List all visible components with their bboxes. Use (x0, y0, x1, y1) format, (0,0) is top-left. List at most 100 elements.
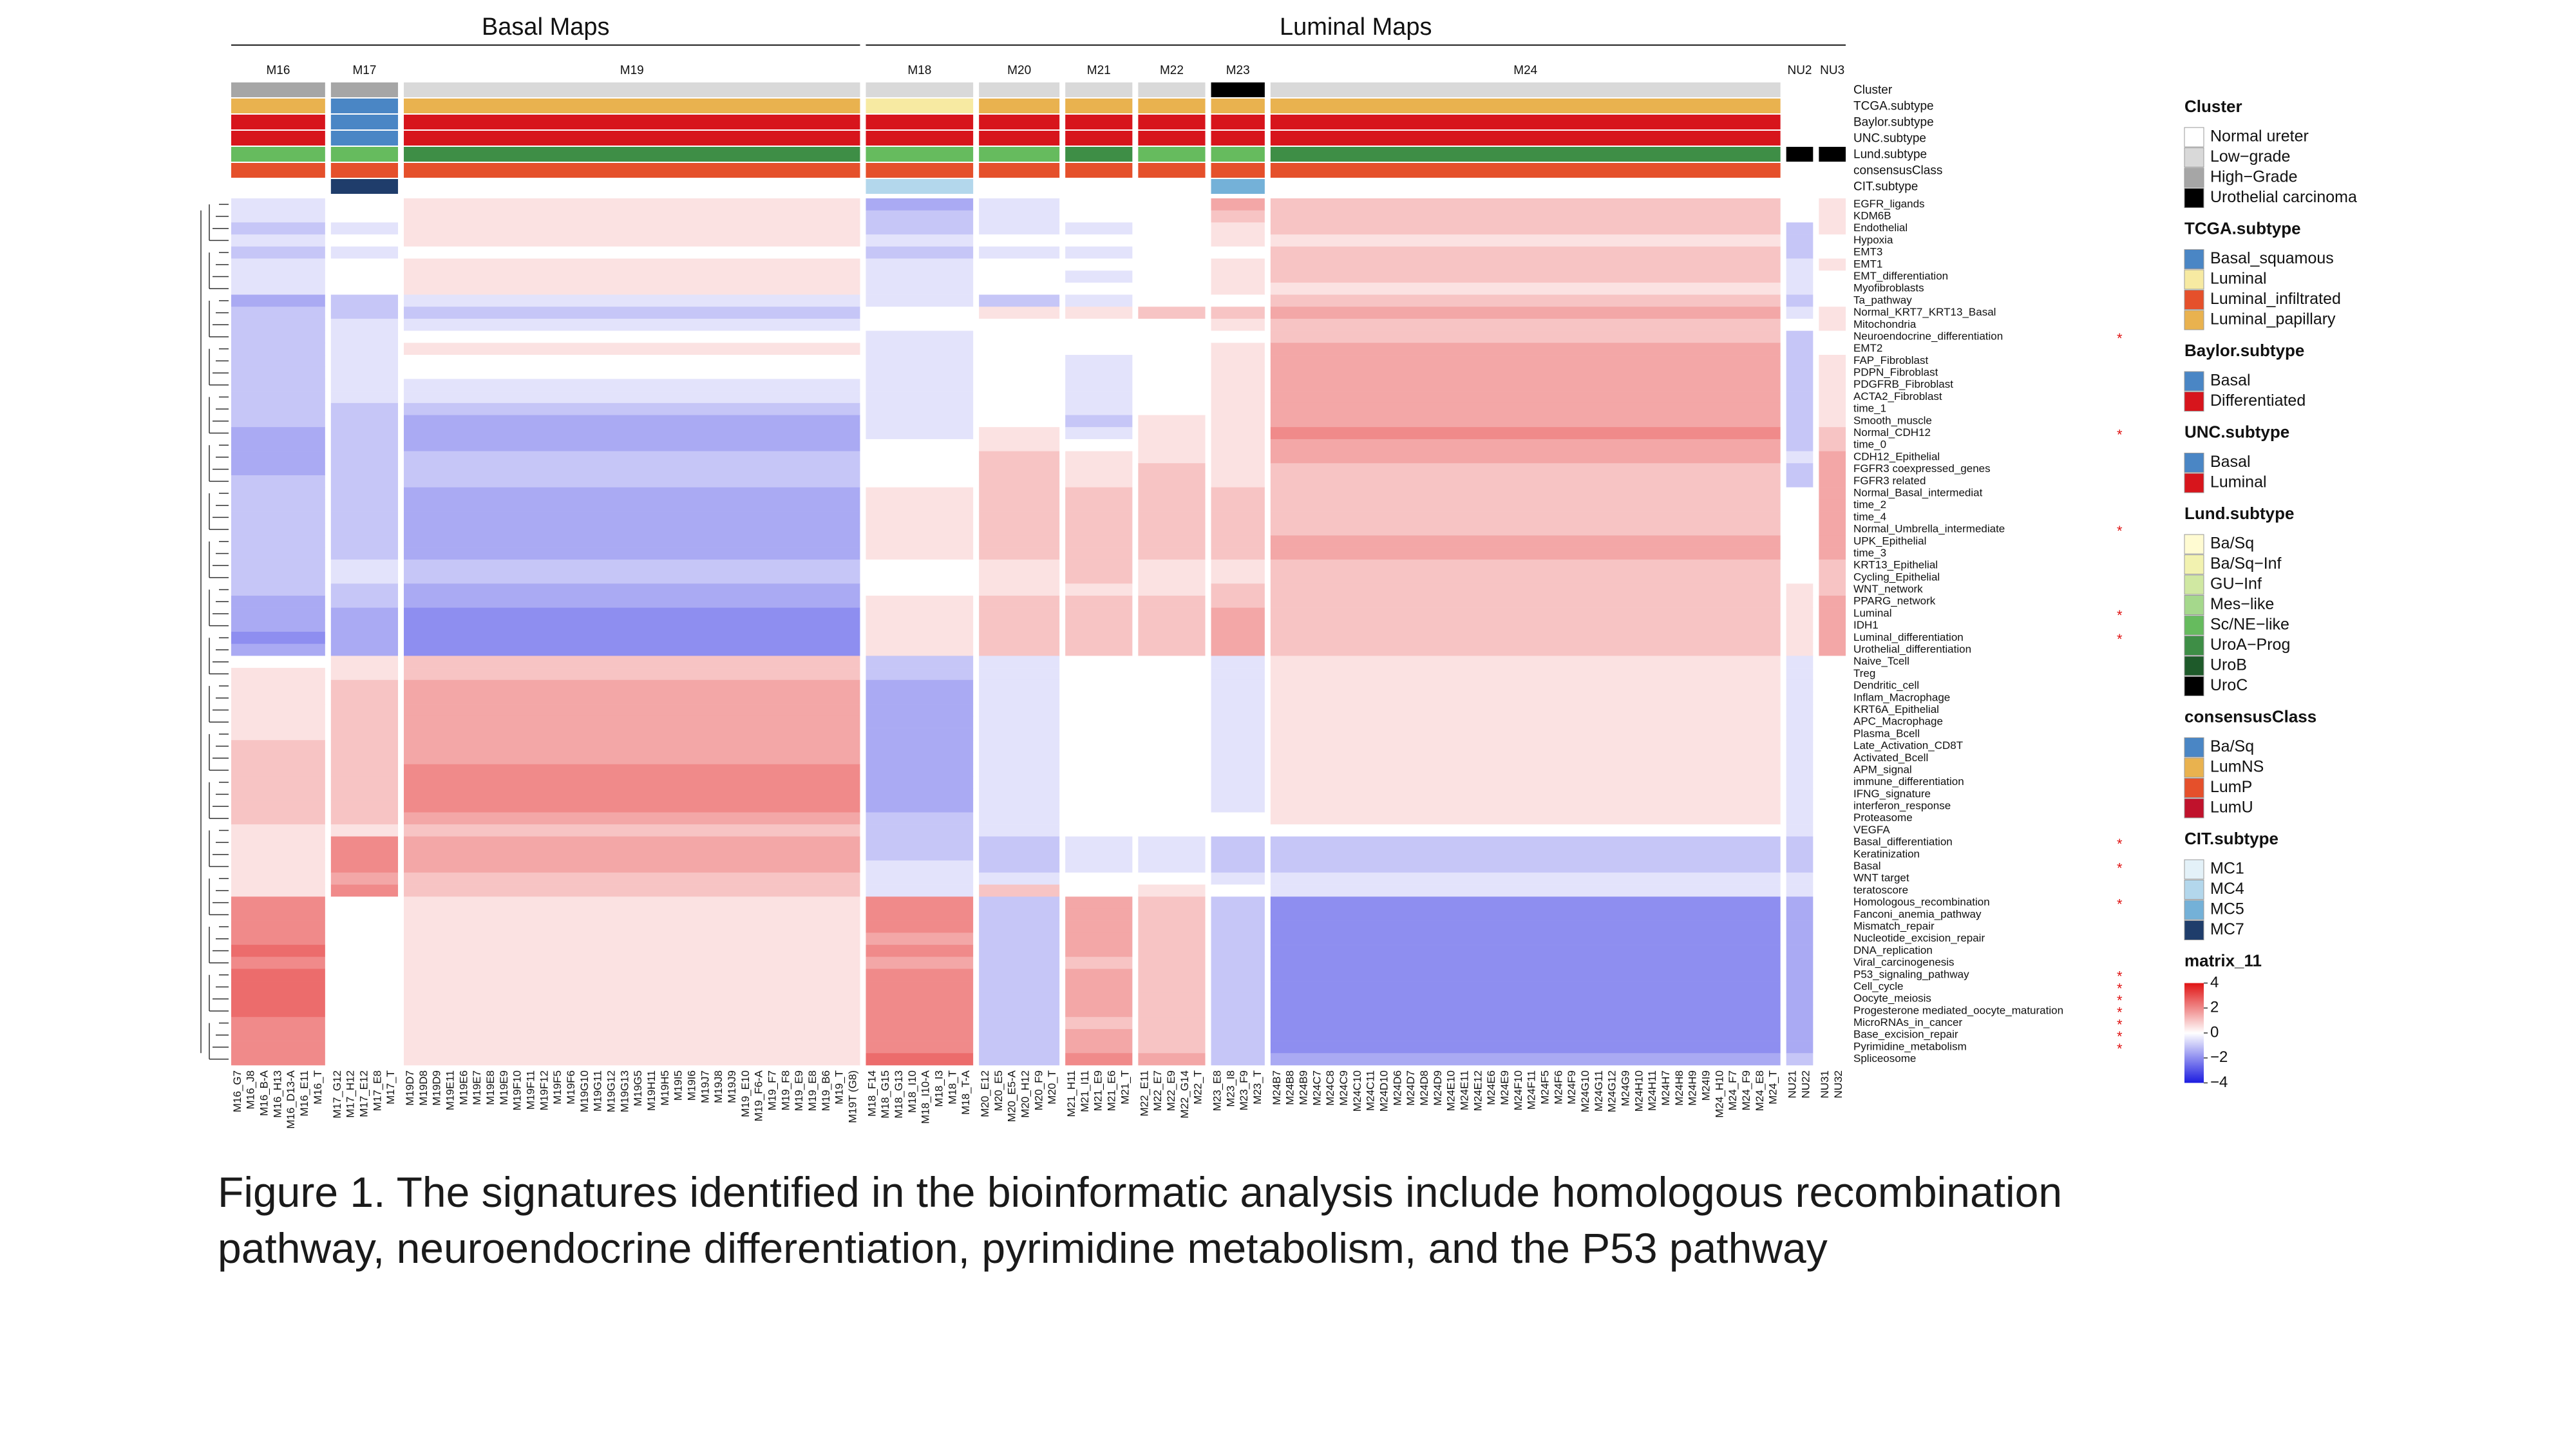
heat-cell (1819, 475, 1846, 488)
heat-cell (231, 920, 325, 933)
annotation-cell (1270, 99, 1781, 113)
heat-cell (330, 559, 399, 572)
legend-label: UroB (2210, 656, 2247, 674)
heat-cell (1211, 210, 1265, 223)
heat-cell (330, 270, 399, 283)
row-label: PDGFRB_Fibroblast (1853, 378, 1953, 390)
heat-cell (1138, 318, 1206, 331)
heat-cell (404, 487, 860, 500)
column-label: M19_F8 (779, 1070, 791, 1110)
heat-cell (979, 258, 1060, 271)
heat-cell (1819, 920, 1846, 933)
heat-cell (330, 366, 399, 379)
heat-cell (1065, 752, 1133, 764)
heat-cell (1065, 282, 1133, 295)
heat-cell (1819, 848, 1846, 861)
heat-cell (1270, 836, 1781, 849)
legend-label: Urothelial carcinoma (2210, 188, 2357, 206)
heat-cell (866, 764, 974, 777)
heat-cell (404, 547, 860, 560)
heat-cell (979, 956, 1060, 969)
legend-label: MC5 (2210, 900, 2244, 918)
annotation-cell (404, 147, 860, 162)
heat-cell (1211, 343, 1265, 355)
heat-cell (1270, 282, 1781, 295)
heat-cell (231, 884, 325, 897)
heat-cell (404, 969, 860, 981)
heat-cell (1211, 933, 1265, 945)
heat-cell (866, 728, 974, 741)
heat-cell (866, 595, 974, 608)
color-bar-label: 4 (2210, 974, 2219, 991)
heat-cell (979, 307, 1060, 319)
heat-cell (231, 740, 325, 753)
heat-cell (1270, 571, 1781, 584)
heat-cell (231, 270, 325, 283)
heat-cell (1065, 198, 1133, 211)
heat-cell (1211, 475, 1265, 488)
heat-cell (231, 234, 325, 247)
heat-cell (1786, 523, 1814, 536)
heat-cell (330, 981, 399, 994)
heat-cell (866, 632, 974, 644)
column-label: M24D8 (1418, 1070, 1430, 1106)
column-label: M19F12 (538, 1070, 550, 1110)
heat-cell (1065, 439, 1133, 451)
heat-cell (404, 908, 860, 921)
heat-cell (979, 318, 1060, 331)
group-label: M20 (1007, 64, 1031, 77)
legend-swatch (2184, 798, 2204, 819)
row-label: teratoscore (1853, 884, 1908, 896)
annotation-cell (1819, 82, 1846, 97)
legend-swatch (2184, 534, 2204, 554)
annotation-cell (231, 82, 325, 97)
row-label: Smooth_muscle (1853, 414, 1932, 426)
heat-cell (231, 511, 325, 524)
heat-cell (1211, 1017, 1265, 1030)
heat-cell (1138, 933, 1206, 945)
heat-cell (1065, 956, 1133, 969)
heat-cell (1786, 595, 1814, 608)
heat-cell (1065, 776, 1133, 789)
row-label: Late_Activation_CD8T (1853, 739, 1963, 752)
heat-cell (330, 776, 399, 789)
group-label: M16 (266, 64, 290, 77)
row-label: Myofibroblasts (1853, 282, 1924, 294)
heat-cell (1819, 318, 1846, 331)
heat-cell (1211, 402, 1265, 415)
column-label: M21_E6 (1106, 1070, 1118, 1111)
heat-cell (979, 222, 1060, 235)
heat-cell (1138, 282, 1206, 295)
heat-cell (231, 547, 325, 560)
heat-cell (866, 475, 974, 488)
row-label: Viral_carcinogenesis (1853, 956, 1955, 969)
heat-cell (1138, 571, 1206, 584)
heat-cell (1270, 595, 1781, 608)
heat-cell (1211, 547, 1265, 560)
heat-cell (1819, 632, 1846, 644)
heat-cell (1270, 620, 1781, 632)
heat-cell (1819, 933, 1846, 945)
heat-cell (1211, 246, 1265, 259)
legend-label: LumP (2210, 778, 2252, 796)
heat-cell (1786, 366, 1814, 379)
heat-cell (1065, 992, 1133, 1005)
column-label: M24G9 (1620, 1070, 1632, 1106)
heat-cell (1819, 836, 1846, 849)
heat-cell (404, 643, 860, 656)
heat-cell (1138, 1005, 1206, 1018)
column-label: M23_E8 (1211, 1070, 1223, 1111)
heat-cell (1786, 210, 1814, 223)
heat-cell (1786, 379, 1814, 392)
heat-cell (866, 1017, 974, 1030)
heat-cell (1786, 800, 1814, 813)
heat-cell (866, 812, 974, 825)
heat-cell (330, 872, 399, 885)
heat-cell (404, 463, 860, 476)
legend-label: UroA−Prog (2210, 636, 2290, 654)
heat-cell (1211, 704, 1265, 717)
row-label: APM_signal (1853, 763, 1912, 775)
annotation-cell (1211, 131, 1265, 146)
heat-cell (979, 752, 1060, 764)
heat-cell (231, 836, 325, 849)
